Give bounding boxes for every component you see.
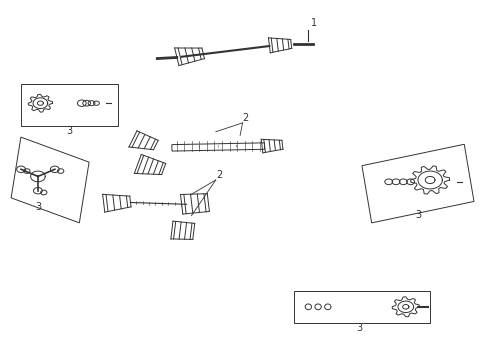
Text: 3: 3 [356,323,363,333]
Text: 3: 3 [35,202,41,212]
Bar [294,291,430,323]
Text: 1: 1 [311,18,317,28]
Text: 2: 2 [216,170,222,180]
Bar [21,84,118,126]
Text: 3: 3 [67,126,73,136]
Text: 2: 2 [243,113,249,123]
Text: 3: 3 [415,210,421,220]
